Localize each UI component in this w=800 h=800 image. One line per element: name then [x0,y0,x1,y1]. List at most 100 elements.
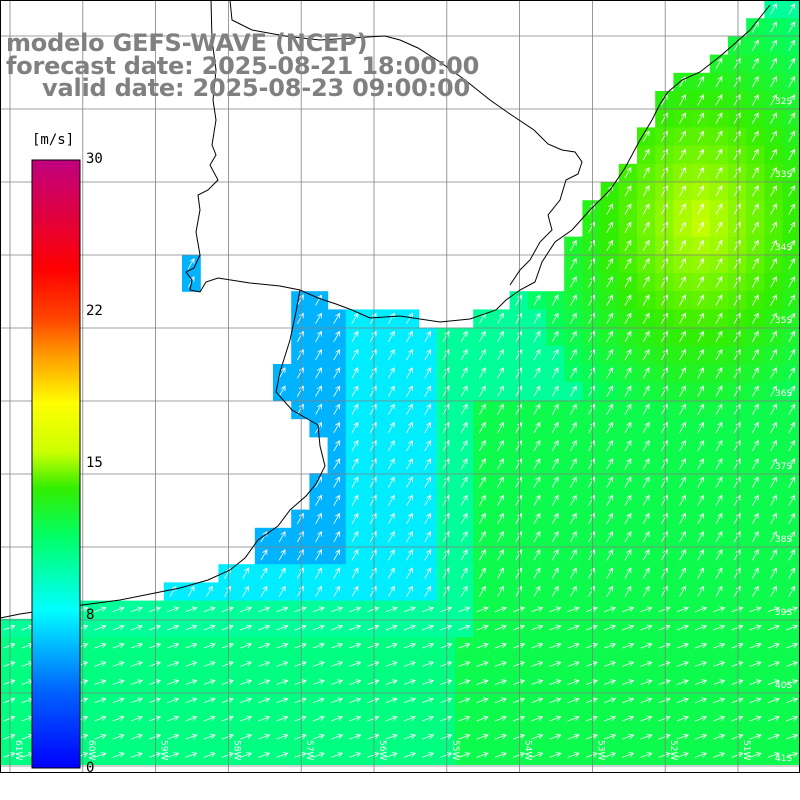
wind-speed-cell [746,145,765,165]
wind-arrow [315,348,322,361]
wind-arrow [770,257,777,270]
wind-arrow [221,715,234,722]
wind-speed-cell [691,509,711,529]
wind-arrow [351,367,359,379]
wind-speed-cell [691,418,711,438]
wind-arrow [533,567,541,579]
wind-speed-cell [327,455,347,474]
wind-arrow [588,348,595,361]
wind-speed-cell [527,436,547,456]
wind-arrow [424,421,432,434]
wind-arrow [585,733,598,740]
wind-speed-cell [236,582,256,602]
wind-arrow [533,330,541,343]
wind-speed-cell [673,491,693,511]
wind-arrow [130,606,143,613]
wind-arrow [697,221,705,233]
wind-speed-cell [618,200,638,219]
wind-arrow [679,294,686,306]
wind-arrow [333,567,341,579]
wind-arrow [315,530,322,543]
wind-arrow [749,624,762,631]
wind-speed-cell [746,18,765,37]
wind-arrow [733,185,741,197]
wind-speed-cell [345,400,365,420]
wind-arrow [351,476,359,488]
wind-arrow [442,421,450,434]
wind-arrow [588,403,595,415]
wind-arrow [788,3,796,15]
wind-arrow [697,148,705,161]
wind-arrow [497,494,504,506]
wind-arrow [749,715,762,722]
wind-arrow [515,312,523,324]
wind-arrow [640,642,653,649]
wind-arrow [679,476,686,488]
wind-arrow [770,203,777,215]
wind-speed-cell [291,309,310,329]
wind-arrow [788,130,796,142]
wind-arrow [697,276,705,288]
wind-arrow [751,166,759,179]
wind-arrow [622,642,635,649]
wind-speed-cell [455,345,474,365]
wind-speed-cell [291,327,310,347]
wind-arrow [624,385,632,397]
wind-arrow [551,439,559,452]
wind-speed-cell [564,418,583,438]
wind-speed-cell [473,418,492,438]
wind-arrow [749,733,762,740]
wind-arrow [697,330,705,343]
wind-speed-cell [345,382,365,401]
wind-arrow [679,330,686,343]
wind-arrow [569,476,577,488]
wind-arrow [387,439,395,452]
wind-arrow [476,752,489,758]
wind-speed-cell [618,273,638,292]
wind-speed-cell [582,364,602,383]
wind-arrow [424,494,432,506]
wind-speed-cell [728,127,747,147]
wind-speed-cell [764,127,784,147]
wind-arrow [349,661,362,667]
wind-arrow [458,642,471,649]
wind-arrow [713,752,726,758]
wind-arrow [333,348,341,361]
wind-arrow [531,697,544,704]
wind-arrow [442,367,450,379]
wind-arrow [478,458,486,470]
wind-arrow [788,221,796,233]
wind-arrow [315,585,322,597]
wind-speed-cell [309,582,329,602]
wind-arrow [403,733,416,740]
wind-speed-cell [600,473,620,492]
wind-arrow [312,606,325,613]
wind-arrow [458,733,471,740]
wind-speed-cell [345,509,365,529]
wind-speed-cell [637,455,656,474]
wind-arrow [148,606,162,613]
wind-arrow [533,512,541,525]
wind-speed-cell [600,418,620,438]
wind-speed-cell [746,163,765,183]
wind-speed-cell [637,345,656,365]
wind-speed-cell [273,382,292,401]
wind-arrow [588,385,595,397]
wind-arrow [715,439,723,452]
wind-arrow [770,75,777,88]
wind-arrow [476,624,489,631]
wind-speed-cell [473,527,492,547]
wind-speed-cell [509,582,529,602]
wind-speed-cell [655,218,674,238]
wind-arrow [697,439,705,452]
wind-speed-cell [746,254,765,274]
wind-speed-cell [509,564,529,583]
wind-speed-cell [709,418,729,438]
wind-arrow [715,130,723,142]
wind-arrow [679,239,686,252]
wind-arrow [622,697,635,704]
wind-speed-cell [418,327,438,347]
wind-arrow [642,385,650,397]
wind-speed-cell [673,327,693,347]
wind-arrow [624,166,632,179]
